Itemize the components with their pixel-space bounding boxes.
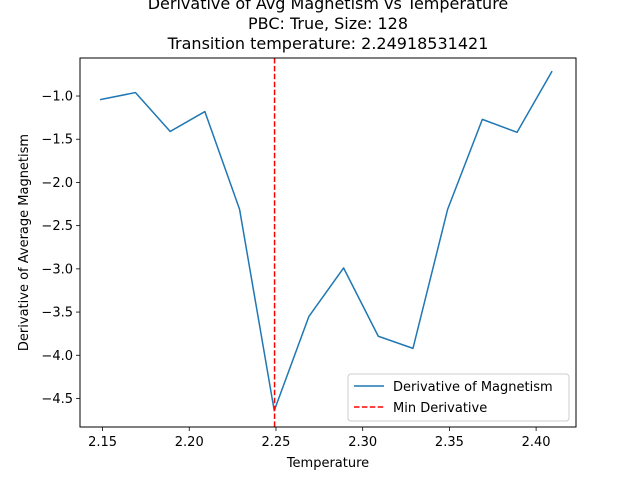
y-tick-label: −3.5 xyxy=(41,306,73,321)
x-tick-label: 2.35 xyxy=(435,435,464,450)
x-tick-label: 2.15 xyxy=(88,435,117,450)
x-tick-label: 2.30 xyxy=(348,435,377,450)
y-tick-label: −3.0 xyxy=(41,262,73,277)
y-tick-label: −2.0 xyxy=(41,176,73,191)
title-line-3: Transition temperature: 2.24918531421 xyxy=(167,34,489,53)
y-tick-label: −4.5 xyxy=(41,392,73,407)
y-axis-label: Derivative of Average Magnetism xyxy=(17,134,32,351)
y-axis-ticks: −1.0 −1.5 −2.0 −2.5 −3.0 −3.5 −4.0 −4.5 xyxy=(41,90,80,407)
axes-frame xyxy=(79,57,577,428)
legend-box xyxy=(347,373,570,422)
legend-label-magnetism: Derivative of Magnetism xyxy=(393,380,553,395)
title-line-1: Derivative of Avg Magnetism vs Temperatu… xyxy=(148,0,509,13)
y-tick-label: −2.5 xyxy=(41,219,73,234)
y-tick-label: −1.5 xyxy=(41,133,73,148)
x-tick-label: 2.40 xyxy=(522,435,551,450)
y-tick-label: −4.0 xyxy=(41,349,73,364)
x-tick-label: 2.25 xyxy=(261,435,290,450)
y-tick-label: −1.0 xyxy=(41,90,73,105)
plot-area xyxy=(99,58,553,427)
chart-title: Derivative of Avg Magnetism vs Temperatu… xyxy=(148,0,509,53)
x-tick-label: 2.20 xyxy=(175,435,204,450)
x-axis-label: Temperature xyxy=(286,456,369,471)
legend-label-min-derivative: Min Derivative xyxy=(393,401,487,416)
series-line-0 xyxy=(99,70,553,412)
title-line-2: PBC: True, Size: 128 xyxy=(248,14,408,33)
legend: Derivative of Magnetism Min Derivative xyxy=(347,373,570,422)
x-axis-ticks: 2.15 2.20 2.25 2.30 2.35 2.40 xyxy=(88,427,551,450)
